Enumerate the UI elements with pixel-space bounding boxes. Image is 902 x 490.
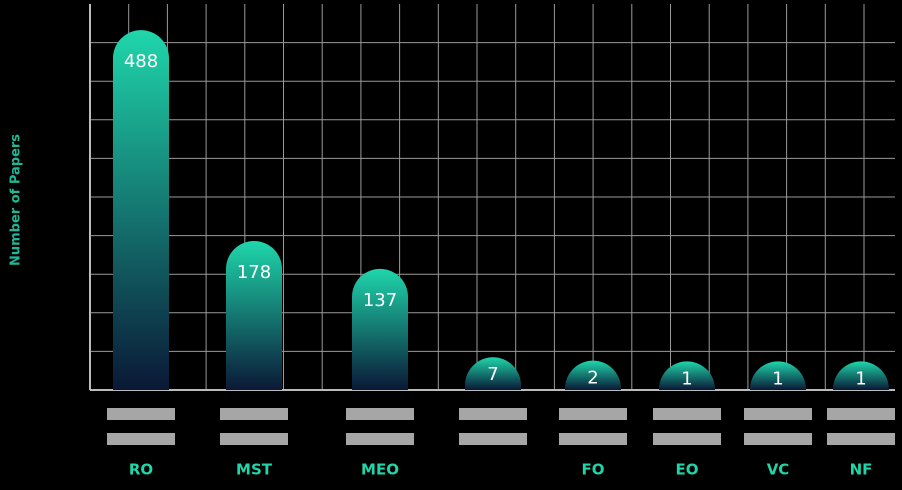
y-axis-label: Number of Papers (9, 134, 24, 266)
bar (750, 361, 806, 390)
category-abbreviation: VC (767, 461, 790, 479)
category-name-block (744, 408, 812, 420)
category-name-block (107, 408, 175, 420)
category-name-block (744, 433, 812, 445)
category-name-block (653, 433, 721, 445)
grid (89, 4, 895, 391)
category-name-block (459, 433, 527, 445)
category-abbreviation: EO (676, 461, 699, 479)
bar (659, 361, 715, 390)
category-name-block (107, 433, 175, 445)
category-abbreviation: NF (850, 461, 873, 479)
value-label: 178 (237, 262, 271, 283)
value-label: 488 (124, 51, 158, 72)
value-label: 137 (363, 290, 397, 311)
category-abbreviation: FO (582, 461, 605, 479)
category-name-block (220, 408, 288, 420)
value-label: 2 (587, 368, 598, 389)
value-label: 1 (855, 368, 866, 389)
category-name-block (346, 433, 414, 445)
bar (833, 361, 889, 390)
category-abbreviation: MST (236, 461, 273, 479)
value-label: 1 (772, 368, 783, 389)
bar (465, 357, 521, 390)
value-label: 7 (487, 364, 498, 385)
category-name-block (559, 408, 627, 420)
bar (226, 240, 282, 390)
category-name-block (827, 408, 895, 420)
category-name-block (459, 408, 527, 420)
category-abbreviation: RO (129, 461, 153, 479)
category-name-block (653, 408, 721, 420)
category-name-block (220, 433, 288, 445)
bar (113, 30, 170, 390)
value-label: 1 (681, 368, 692, 389)
bar (565, 360, 621, 390)
bar (352, 268, 408, 390)
category-name-block (559, 433, 627, 445)
category-abbreviation: MEO (361, 461, 399, 479)
category-name-block (346, 408, 414, 420)
category-name-block (827, 433, 895, 445)
